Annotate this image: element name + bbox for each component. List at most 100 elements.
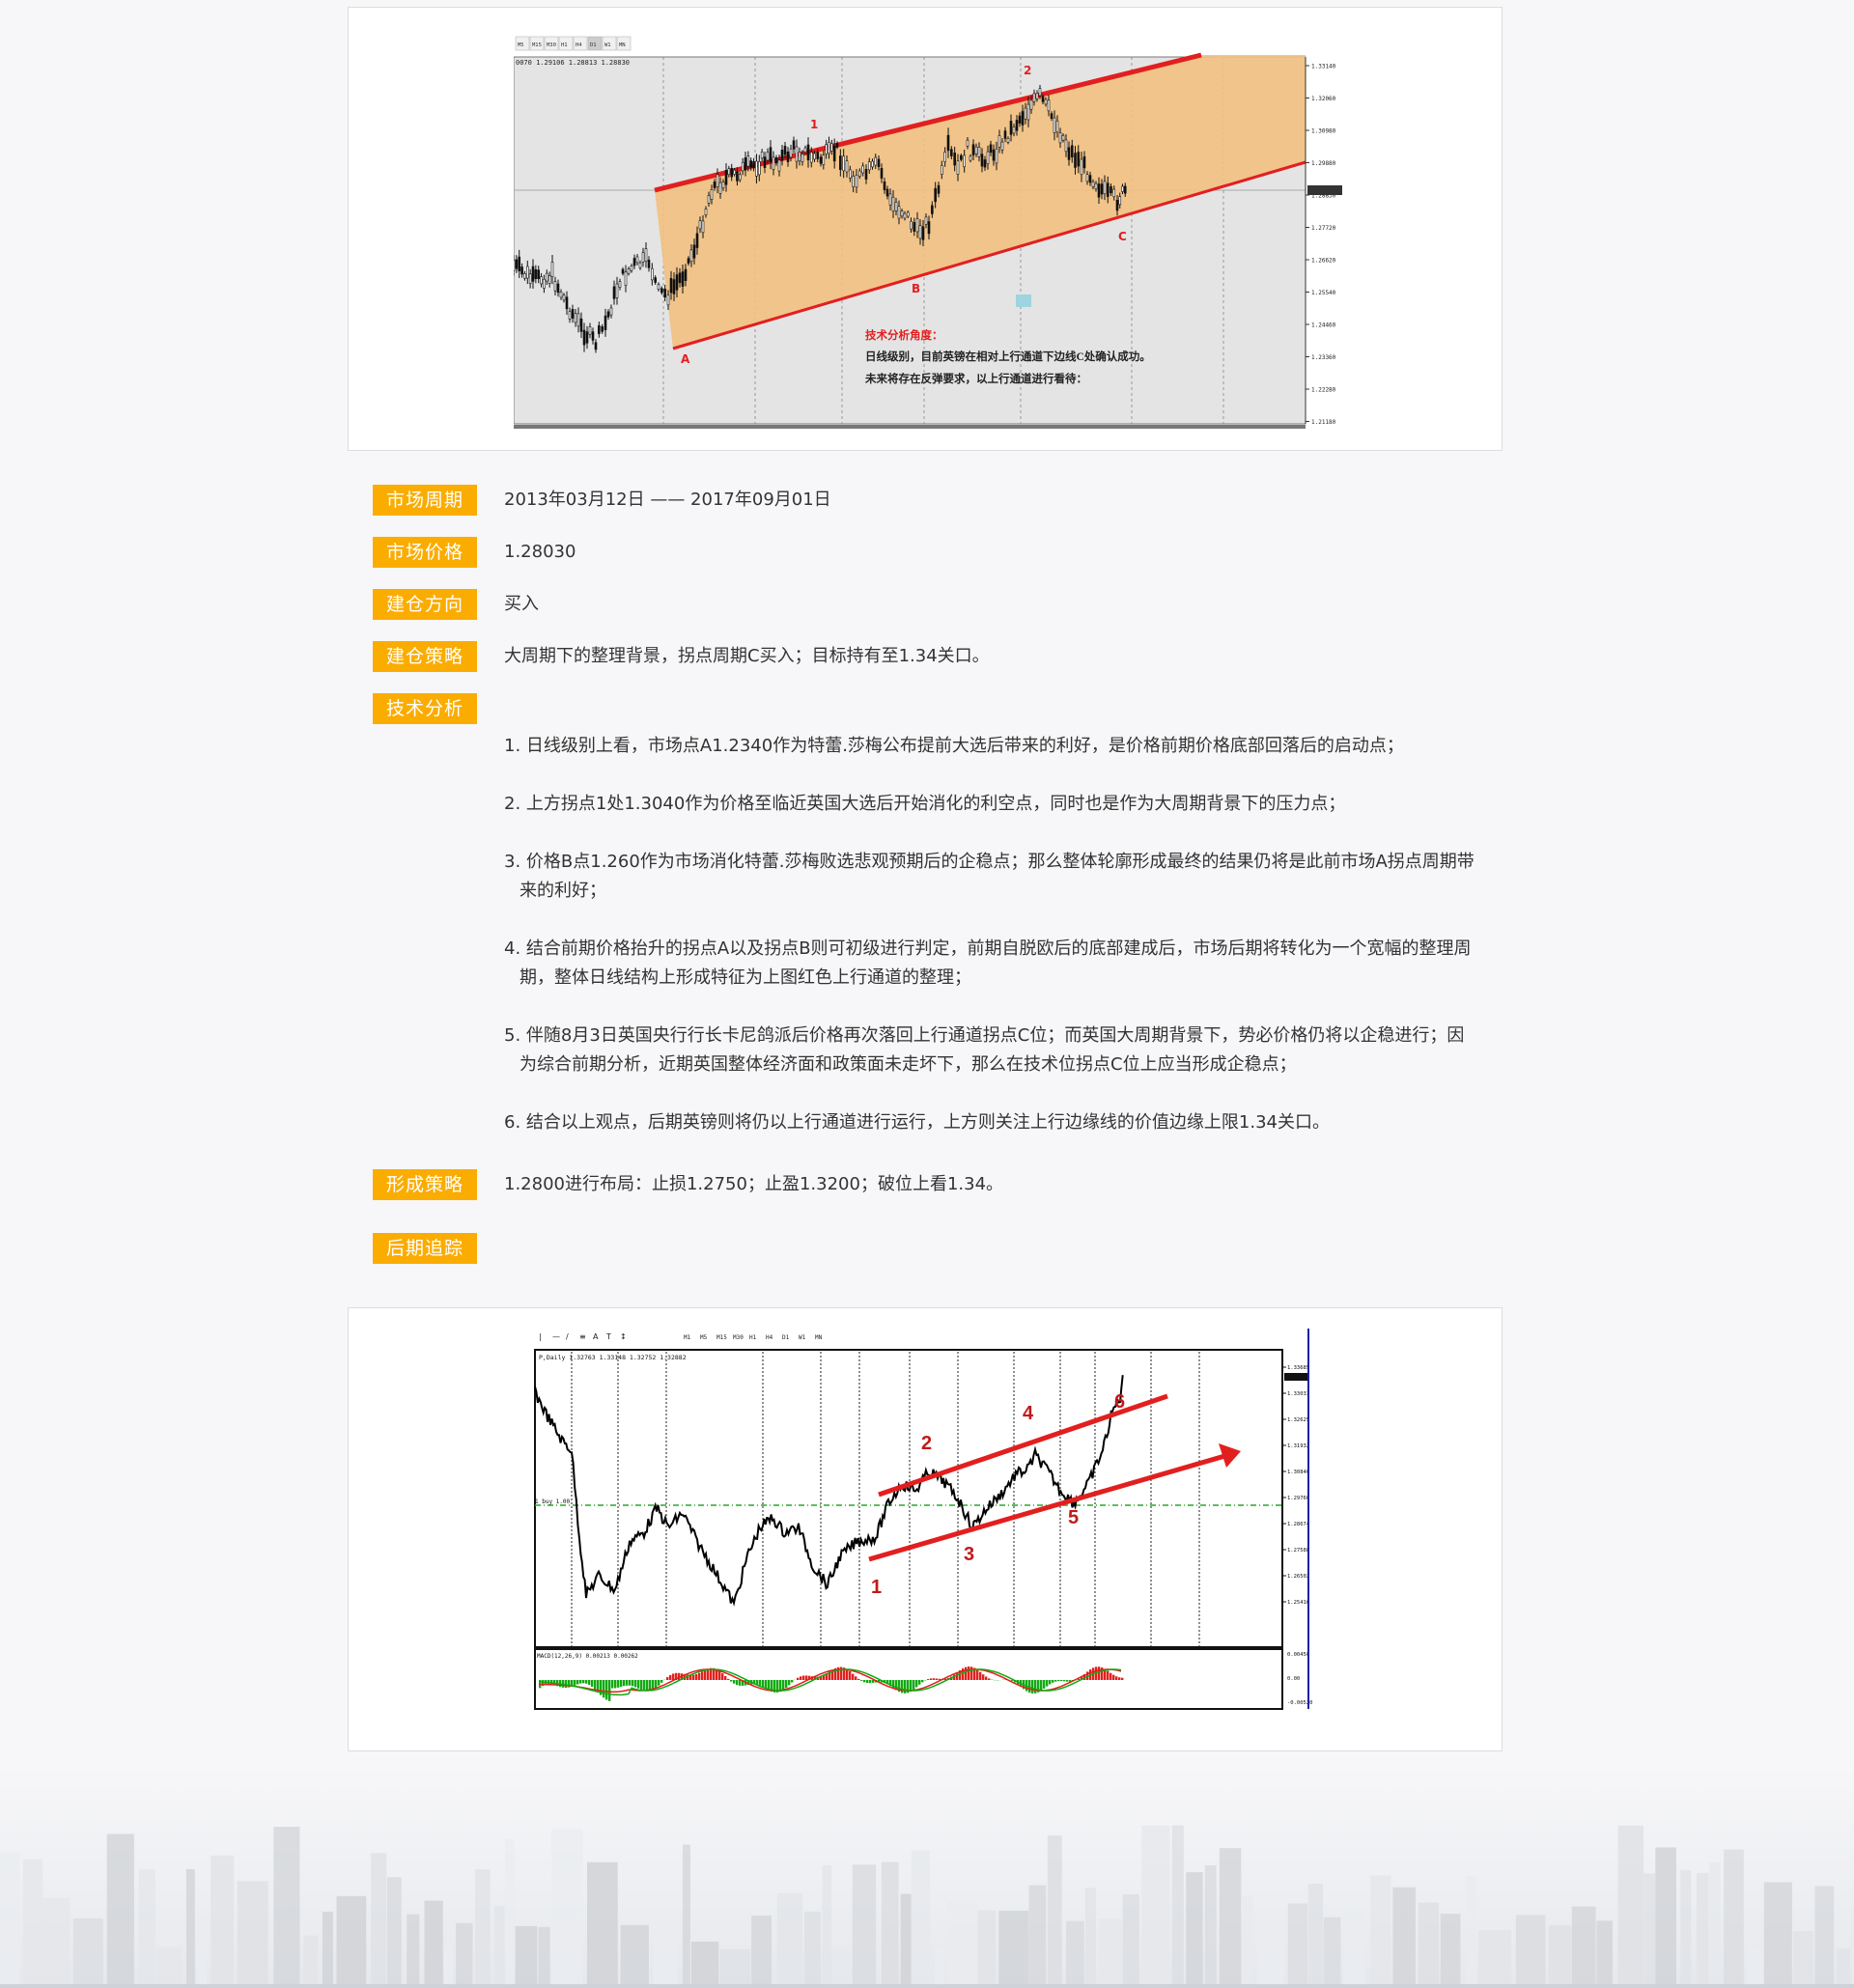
price-axis-label: 1.27588	[1287, 1548, 1309, 1554]
timeframe-tab[interactable]: M5	[515, 36, 530, 51]
toolbar-period[interactable]: MN	[815, 1334, 823, 1341]
wave-label-4: 4	[1023, 1403, 1034, 1424]
timeframe-tabs[interactable]: M5 M15 M30 H1 H4 D1 W1 MN	[515, 36, 632, 51]
formed-strategy-tag: 形成策略	[373, 1169, 477, 1200]
gbp-tracking-chart: | — / ≡ A T ↕ M1 M5 M15 M30 H1 H4 D1 W1 MN P,Daily 1.32…	[533, 1325, 1325, 1735]
chart-toolbar[interactable]: | — / ≡ A T ↕ M1 M5 M15 M30 H1 H4 D1 W1 MN	[539, 1332, 823, 1341]
toolbar-period[interactable]: H1	[749, 1334, 757, 1341]
price-axis-label: 1.25540	[1311, 290, 1336, 296]
analysis-item: 1. 日线级别上看，市场点A1.2340作为特蕾.莎梅公布提前大选后带来的利好，…	[504, 736, 1404, 756]
timeframe-tab[interactable]: M30	[544, 36, 559, 51]
wave-upper-line	[878, 1393, 1168, 1498]
toolbar-tool-icon[interactable]: T	[605, 1332, 611, 1341]
point-label-a: A	[681, 352, 690, 366]
toolbar-period[interactable]: D1	[782, 1334, 790, 1341]
toolbar-tool-icon[interactable]: A	[593, 1332, 599, 1341]
analysis-item: 4. 结合前期价格抬升的拐点A以及拐点B则可初级进行判定，前期自脱欧后的底部建成…	[504, 938, 1472, 988]
city-skyline-background	[0, 1766, 1854, 1988]
timeframe-tab[interactable]: MN	[616, 36, 632, 51]
direction-row: 建仓方向 买入	[373, 589, 1483, 622]
macd-axis: 0.00450 0.00 -0.00520	[1287, 1652, 1313, 1706]
formed-strategy-row: 形成策略 1.2800进行布局：止损1.2750；止盈1.3200；破位上看1.…	[373, 1169, 1483, 1202]
price-axis-label: 1.32625	[1287, 1417, 1309, 1423]
price-axis-label: 1.23360	[1311, 354, 1336, 361]
price-axis-label: 1.24460	[1311, 322, 1336, 329]
point-label-c: C	[1118, 230, 1127, 243]
timeframe-tab[interactable]: W1	[602, 36, 617, 51]
price-axis: 1.33685 1.33033 1.32625 1.31932 1.30846 1.297…	[1282, 1365, 1310, 1606]
toolbar-period[interactable]: W1	[799, 1334, 806, 1341]
annotation-title: 技术分析角度：	[865, 328, 943, 342]
point-label-b: B	[912, 282, 920, 295]
macd-axis-label: 0.00450	[1287, 1652, 1309, 1658]
timeframe-tab[interactable]: H1	[558, 36, 574, 51]
macd-signal-line	[538, 1668, 1122, 1694]
price-line	[534, 1375, 1124, 1607]
svg-text:D1: D1	[590, 42, 597, 48]
price-axis-label: 1.29880	[1311, 160, 1336, 167]
timeframe-tab[interactable]: H4	[573, 36, 588, 51]
gbp-channel-chart: M5 M15 M30 H1 H4 D1 W1 MN 0070 1.29106 1.28813 …	[514, 34, 1344, 439]
direction-tag: 建仓方向	[373, 589, 477, 620]
toolbar-period[interactable]: H4	[766, 1334, 773, 1341]
point-label-2: 2	[1024, 64, 1031, 77]
wave-label-6: 6	[1114, 1391, 1125, 1413]
point-label-1: 1	[810, 118, 818, 131]
strategy-tag: 建仓策略	[373, 641, 477, 672]
price-axis: 1.33140 1.32060 1.30980 1.29880 1.28830 1.277…	[1306, 64, 1336, 426]
svg-text:MN: MN	[619, 42, 626, 48]
price-axis-label: 1.21180	[1311, 419, 1336, 426]
price-axis-label: 1.27720	[1311, 225, 1336, 232]
toolbar-period[interactable]: M5	[700, 1334, 708, 1341]
price-row: 市场价格 1.28030	[373, 537, 1483, 570]
price-axis-label: 1.31932	[1287, 1443, 1309, 1449]
period-tag: 市场周期	[373, 485, 477, 516]
toolbar-tool-icon[interactable]: ≡	[579, 1332, 586, 1341]
annotation-line1: 日线级别，目前英镑在相对上行通道下边线C处确认成功。	[865, 350, 1151, 363]
svg-text:M15: M15	[532, 42, 542, 48]
annotation-line2: 未来将存在反弹要求，以上行通道进行看待：	[864, 372, 1087, 385]
toolbar-period[interactable]: M15	[716, 1334, 727, 1341]
tracking-tag: 后期追踪	[373, 1233, 477, 1264]
top-chart-frame: M5 M15 M30 H1 H4 D1 W1 MN 0070 1.29106 1.28813 …	[348, 7, 1503, 451]
ohlc-header: P,Daily 1.32763 1.33148 1.32752 1.32882	[539, 1354, 687, 1361]
analysis-tag: 技术分析	[373, 693, 477, 724]
wave-lower-arrow	[868, 1452, 1229, 1562]
price-axis-label: 1.33685	[1287, 1365, 1309, 1371]
svg-text:W1: W1	[604, 42, 611, 48]
price-axis-label: 1.29760	[1287, 1496, 1309, 1501]
macd-header: MACD(12,26,9) 0.00213 0.00262	[537, 1653, 638, 1660]
price-axis-label: 1.30980	[1311, 128, 1336, 135]
timeframe-tab[interactable]: M15	[529, 36, 545, 51]
macd-main-line	[538, 1668, 1122, 1696]
formed-strategy-value: 1.2800进行布局：止损1.2750；止盈1.3200；破位上看1.34。	[504, 1174, 1004, 1194]
period-value: 2013年03月12日 —— 2017年09月01日	[504, 490, 831, 510]
strategy-value: 大周期下的整理背景，拐点周期C买入；目标持有至1.34关口。	[504, 646, 990, 666]
price-candles	[514, 85, 1127, 353]
price-axis-label: 1.32060	[1311, 96, 1336, 102]
analysis-item: 5. 伴随8月3日英国央行行长卡尼鸽派后价格再次落回上行通道拐点C位；而英国大周…	[504, 1025, 1465, 1075]
price-axis-label: 1.22280	[1311, 387, 1336, 394]
timeframe-tab[interactable]: D1	[587, 36, 603, 51]
toolbar-tool-icon[interactable]: |	[539, 1332, 542, 1341]
svg-text:H1: H1	[561, 42, 568, 48]
analysis-item: 6. 结合以上观点，后期英镑则将仍以上行通道进行运行，上方则关注上行边缘线的价值…	[504, 1112, 1330, 1133]
toolbar-tool-icon[interactable]: —	[552, 1332, 560, 1341]
wave-label-1: 1	[871, 1577, 882, 1598]
bottom-chart-frame: | — / ≡ A T ↕ M1 M5 M15 M30 H1 H4 D1 W1 MN P,Daily 1.32…	[348, 1307, 1503, 1751]
macd-panel	[534, 1648, 1283, 1710]
chart-scrollbar[interactable]	[514, 425, 1306, 429]
ohlc-header: 0070 1.29106 1.28813 1.28830	[516, 59, 630, 67]
toolbar-tool-icon[interactable]: ↕	[620, 1332, 627, 1341]
toolbar-tool-icon[interactable]: /	[566, 1332, 569, 1341]
price-axis-label: 1.26502	[1287, 1574, 1309, 1580]
price-axis-label: 1.26620	[1311, 258, 1336, 265]
direction-value: 买入	[504, 594, 539, 614]
channel-area	[655, 55, 1306, 349]
toolbar-period[interactable]: M1	[684, 1334, 691, 1341]
toolbar-period[interactable]: M30	[733, 1334, 744, 1341]
svg-text:M5: M5	[518, 42, 524, 48]
price-tag: 市场价格	[373, 537, 477, 568]
price-axis-label: 1.33140	[1311, 64, 1336, 70]
wave-label-5: 5	[1068, 1507, 1079, 1528]
